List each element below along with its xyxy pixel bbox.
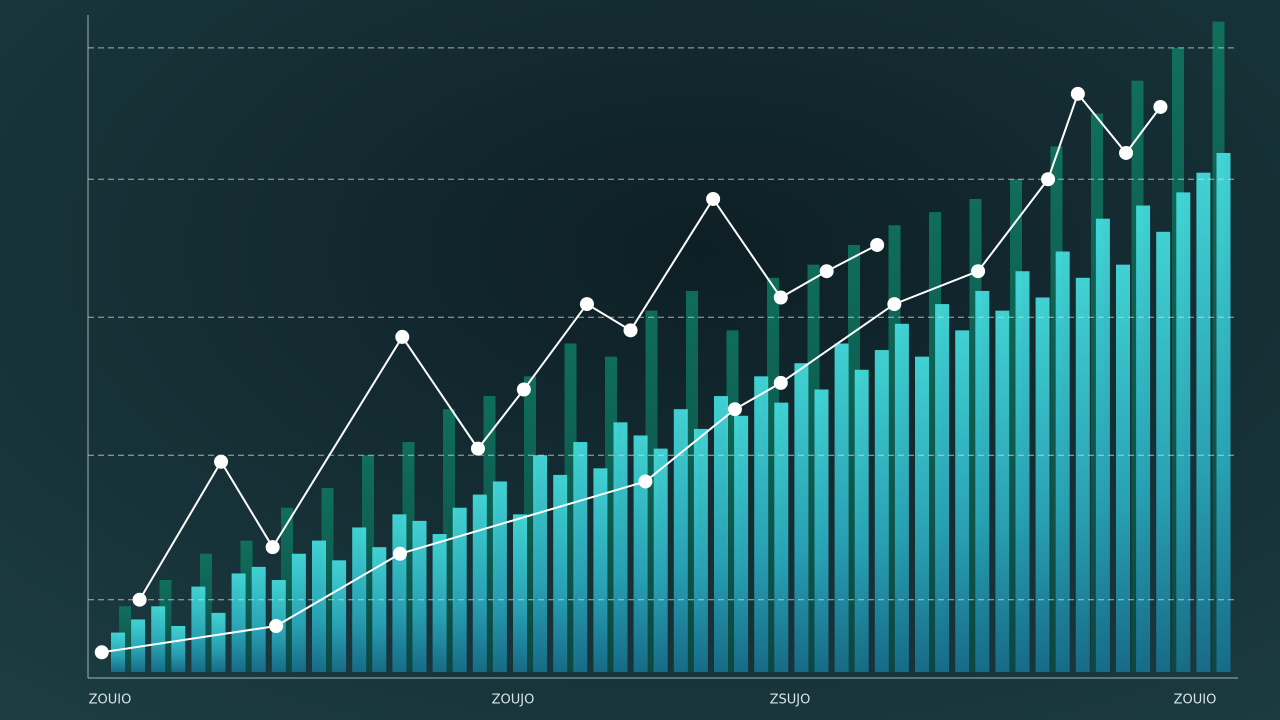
bar: [774, 402, 789, 672]
bar: [533, 455, 548, 672]
bar: [814, 389, 829, 672]
point: [773, 290, 788, 305]
line: [138, 197, 878, 601]
bar: [975, 290, 990, 672]
bar: [593, 468, 608, 672]
point: [623, 323, 638, 338]
bar: [1116, 264, 1130, 672]
bar: [693, 428, 708, 672]
bar: [1075, 277, 1090, 672]
bar: [412, 520, 427, 672]
point: [470, 441, 485, 456]
bar: [1176, 192, 1191, 672]
x-tick-label: ZSUJO: [770, 693, 811, 708]
point: [265, 540, 280, 555]
bar: [794, 363, 809, 672]
point: [638, 474, 653, 489]
bar: [171, 626, 186, 672]
bar: [955, 330, 970, 672]
bar: [1196, 172, 1211, 672]
bar: [1055, 251, 1070, 672]
point: [887, 297, 902, 312]
point: [94, 645, 109, 660]
bar: [472, 494, 487, 672]
bar: [673, 409, 688, 672]
bar: [151, 606, 166, 672]
bar: [312, 540, 326, 672]
bar: [854, 369, 869, 672]
bar: [1156, 231, 1171, 672]
bar: [492, 481, 507, 672]
bar: [915, 356, 929, 672]
bar: [332, 560, 347, 672]
point: [773, 375, 788, 390]
x-tick-label: ZOUJO: [492, 693, 535, 708]
point: [214, 454, 229, 469]
bar: [894, 323, 909, 672]
bar: [1095, 218, 1110, 673]
bar: [653, 448, 668, 672]
bar: [432, 534, 447, 672]
bar: [392, 514, 407, 672]
point: [1041, 172, 1056, 187]
bar: [613, 422, 628, 672]
point: [727, 402, 742, 417]
bar: [734, 415, 749, 672]
bar: [995, 310, 1010, 672]
bar: [231, 573, 246, 672]
bar: [191, 586, 206, 672]
bar: [874, 350, 889, 672]
bar: [211, 612, 226, 672]
bar: [372, 547, 387, 672]
point: [870, 237, 885, 252]
bar: [573, 442, 588, 672]
bar: [111, 632, 125, 672]
bar: [1015, 271, 1030, 672]
bar: [1136, 205, 1151, 672]
point: [1070, 86, 1085, 101]
point: [516, 382, 531, 397]
point: [392, 546, 407, 561]
bar: [633, 435, 648, 672]
point: [706, 191, 721, 206]
bar: [553, 474, 568, 672]
bar: [513, 514, 527, 672]
bar: [1035, 297, 1050, 672]
point: [132, 592, 147, 607]
bar: [935, 304, 950, 672]
x-tick-label: ZOUIO: [1174, 693, 1217, 708]
point: [819, 264, 834, 279]
point: [971, 264, 986, 279]
point: [269, 619, 284, 634]
bar: [834, 343, 849, 672]
bar: [1216, 152, 1231, 673]
point: [395, 329, 410, 344]
point: [579, 297, 594, 312]
bar: [131, 619, 146, 672]
bar: [452, 507, 467, 672]
line: [101, 91, 1162, 654]
point: [1153, 99, 1168, 114]
x-tick-label: ZOUIO: [89, 693, 132, 708]
bar: [714, 396, 728, 672]
point: [1119, 145, 1134, 160]
bar: [251, 566, 266, 672]
bar: [754, 376, 769, 672]
